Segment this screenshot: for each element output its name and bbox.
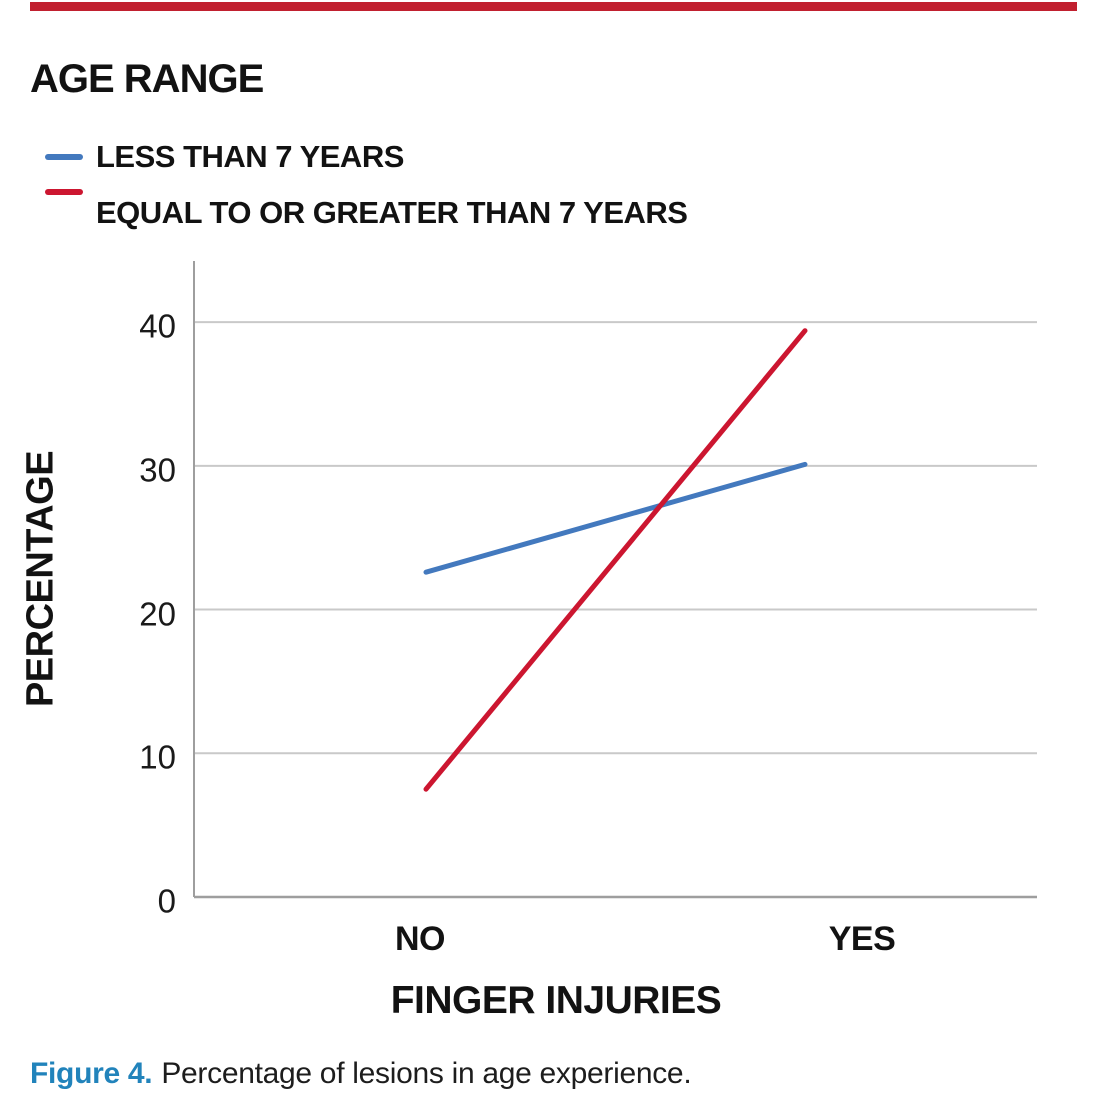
legend-item-label: EQUAL TO OR GREATER THAN 7 YEARS <box>96 195 688 230</box>
legend-item-label: LESS THAN 7 YEARS <box>96 139 404 174</box>
figure-caption: Figure 4. Percentage of lesions in age ex… <box>30 1057 692 1091</box>
accent-bar <box>30 2 1077 11</box>
x-axis-title: FINGER INJURIES <box>390 979 722 1022</box>
x-category-label-no: NO <box>395 920 446 958</box>
y-tick-label-10: 10 <box>139 738 176 776</box>
legend-title: AGE RANGE <box>30 57 264 101</box>
y-tick-label-20: 20 <box>139 595 176 633</box>
figure-caption-text: Percentage of lesions in age experience. <box>161 1057 692 1090</box>
y-tick-label-30: 30 <box>139 451 176 489</box>
series-line-ge-7-years <box>423 328 808 792</box>
legend-swatch-blue <box>45 154 83 160</box>
y-tick-label-40: 40 <box>139 307 176 345</box>
y-tick-label-0: 0 <box>157 882 176 920</box>
x-category-label-yes: YES <box>828 920 896 958</box>
y-axis-title: PERCENTAGE <box>19 450 62 708</box>
legend-swatch-red <box>45 189 83 195</box>
series-line-less-than-7-years <box>423 461 808 575</box>
figure-caption-label: Figure 4. <box>30 1057 153 1090</box>
